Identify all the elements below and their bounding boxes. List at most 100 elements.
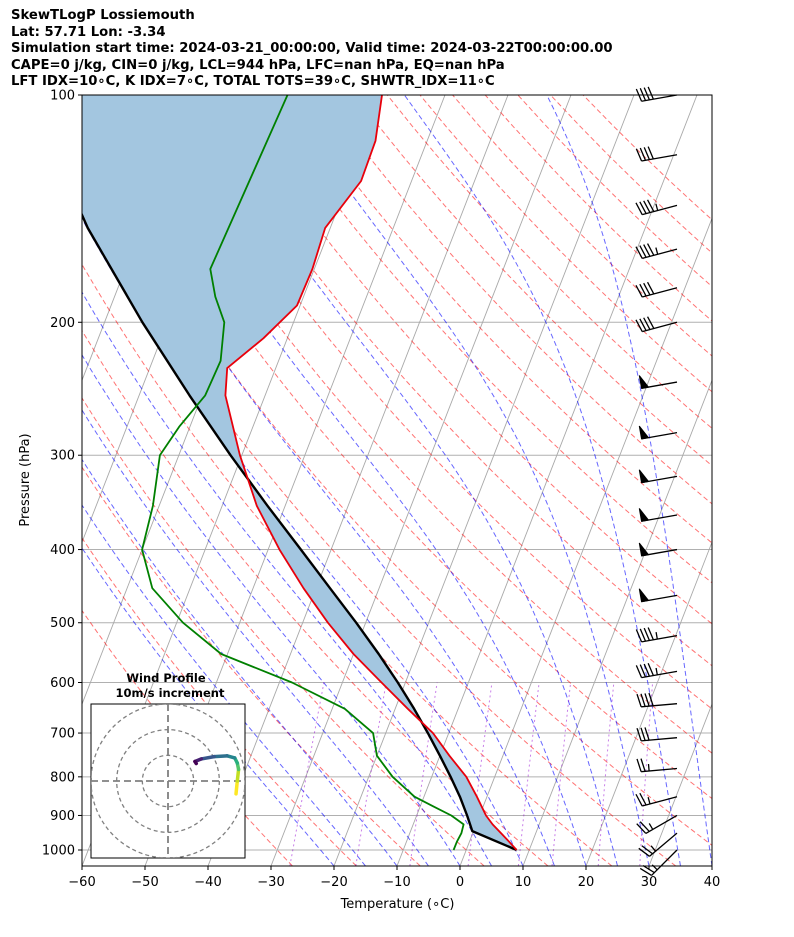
wind-barb (638, 832, 678, 857)
wind-barb-flag (644, 727, 650, 741)
wind-barb (636, 814, 678, 835)
simulation-times: Simulation start time: 2024-03-21_00:00:… (11, 41, 613, 56)
wind-barb-pennant (638, 375, 650, 389)
x-tick-label: 0 (456, 875, 464, 890)
dry-adiabat-line (82, 329, 549, 866)
hodograph-subtitle: 10m/s increment (116, 686, 225, 700)
dry-adiabat-line (223, 95, 712, 625)
x-tick-label: −60 (68, 875, 95, 890)
wind-barb-flag (644, 693, 650, 707)
dry-adiabat-line (419, 95, 712, 393)
y-tick-label: 300 (50, 449, 75, 464)
wind-barb (635, 663, 678, 679)
wind-barb-flag (640, 758, 646, 772)
wind-barb-flag (643, 663, 651, 677)
hodograph-track-segment (193, 759, 198, 766)
wind-barb-half-flag (655, 667, 658, 675)
dry-adiabat-line (82, 537, 357, 866)
wind-barb-flag (635, 148, 643, 162)
wind-barb (638, 542, 678, 557)
mixing-ratio-line (551, 682, 572, 866)
wind-barb (635, 199, 678, 216)
hodograph-title: Wind Profile (126, 671, 206, 685)
dry-adiabat-line (82, 397, 485, 866)
wind-barb-staff (645, 814, 678, 835)
wind-barb-flag (636, 693, 642, 708)
wind-barb-flag (636, 758, 642, 772)
wind-barb-pennant (638, 542, 650, 557)
moist-adiabat-line (82, 458, 398, 866)
moist-adiabat-line (280, 95, 650, 866)
wind-barb-flag (639, 821, 650, 832)
moist-adiabat-line (403, 95, 681, 866)
wind-barb-pennant (638, 508, 650, 522)
dry-adiabat-line (158, 95, 712, 710)
station-coordinates: Lat: 57.71 Lon: -3.34 (11, 24, 166, 40)
wind-barb-staff (641, 154, 678, 162)
x-tick-label: −20 (320, 875, 347, 890)
isotherm-line (333, 95, 635, 866)
y-tick-label: 400 (50, 543, 75, 558)
isotherm-line (585, 540, 712, 866)
wind-barb (636, 727, 678, 742)
dry-adiabat-line (582, 95, 712, 221)
wind-barb-staff (651, 849, 678, 876)
dry-adiabat-line (321, 95, 712, 505)
wind-barb-pennant (638, 425, 650, 440)
wind-barb (635, 243, 678, 260)
wind-barb-flag (639, 318, 647, 331)
wind-barb-flag (639, 201, 647, 214)
y-tick-label: 100 (50, 89, 75, 104)
wind-barb-staff (642, 321, 678, 333)
chart-title-block: SkewTLogP Lossiemouth Lat: 57.71 Lon: -3… (11, 8, 613, 91)
isotherm-line (522, 379, 712, 866)
wind-barb-half-flag (647, 763, 650, 772)
dry-adiabat-line (256, 95, 712, 584)
x-tick-label: 30 (641, 875, 658, 890)
moist-adiabat-line (82, 291, 492, 866)
mixing-ratio-line (289, 682, 325, 866)
wind-barb-flag (639, 664, 647, 678)
wind-barb-flag (643, 87, 651, 101)
wind-barb-flag (638, 847, 650, 857)
wind-barb-staff (642, 796, 678, 807)
convective-parameters: CAPE=0 j/kg, CIN=0 j/kg, LCL=944 hPa, LF… (11, 57, 505, 73)
hodograph-track-segment (199, 754, 216, 761)
moist-adiabat-line (118, 95, 587, 866)
wind-barb-flag (647, 86, 654, 100)
dry-adiabat-line (82, 263, 613, 866)
wind-barb-flag (635, 319, 643, 332)
wind-barb (636, 692, 678, 708)
dry-adiabat-line (191, 95, 712, 667)
wind-barb-half-flag (655, 203, 659, 211)
wind-barb-half-flag (655, 632, 658, 640)
wind-barb-flag (635, 629, 643, 643)
isotherm-line (0, 95, 67, 866)
wind-barb-staff (641, 94, 678, 102)
moist-adiabat-line (188, 95, 618, 866)
y-tick-label: 1000 (42, 844, 75, 859)
dry-adiabat-line (93, 95, 712, 800)
wind-barb-flag (640, 727, 646, 741)
isotherm-line (459, 217, 712, 866)
dry-adiabat-line (125, 95, 712, 754)
moist-adiabat-line (82, 409, 429, 866)
hodograph-track-segment (235, 767, 241, 783)
wind-barb-pennant (638, 588, 650, 603)
mixing-ratio-line (467, 682, 493, 866)
moist-adiabat-line (82, 129, 555, 866)
wind-barb-flag (639, 245, 647, 258)
cape-cin-shading (82, 95, 517, 866)
wind-barb-flag (635, 246, 643, 259)
y-axis-label: Pressure (hPa) (18, 433, 33, 526)
moist-adiabat-line (82, 504, 366, 866)
dry-adiabat-line (550, 95, 712, 254)
wind-barb-staff (649, 832, 678, 857)
wind-barb (638, 588, 678, 603)
wind-barb-staff (642, 287, 678, 298)
mixing-ratio-line (355, 682, 387, 866)
x-tick-label: 40 (704, 875, 721, 890)
x-tick-label: −40 (194, 875, 221, 890)
wind-barb-flag (643, 244, 651, 257)
wind-barb (638, 425, 678, 440)
